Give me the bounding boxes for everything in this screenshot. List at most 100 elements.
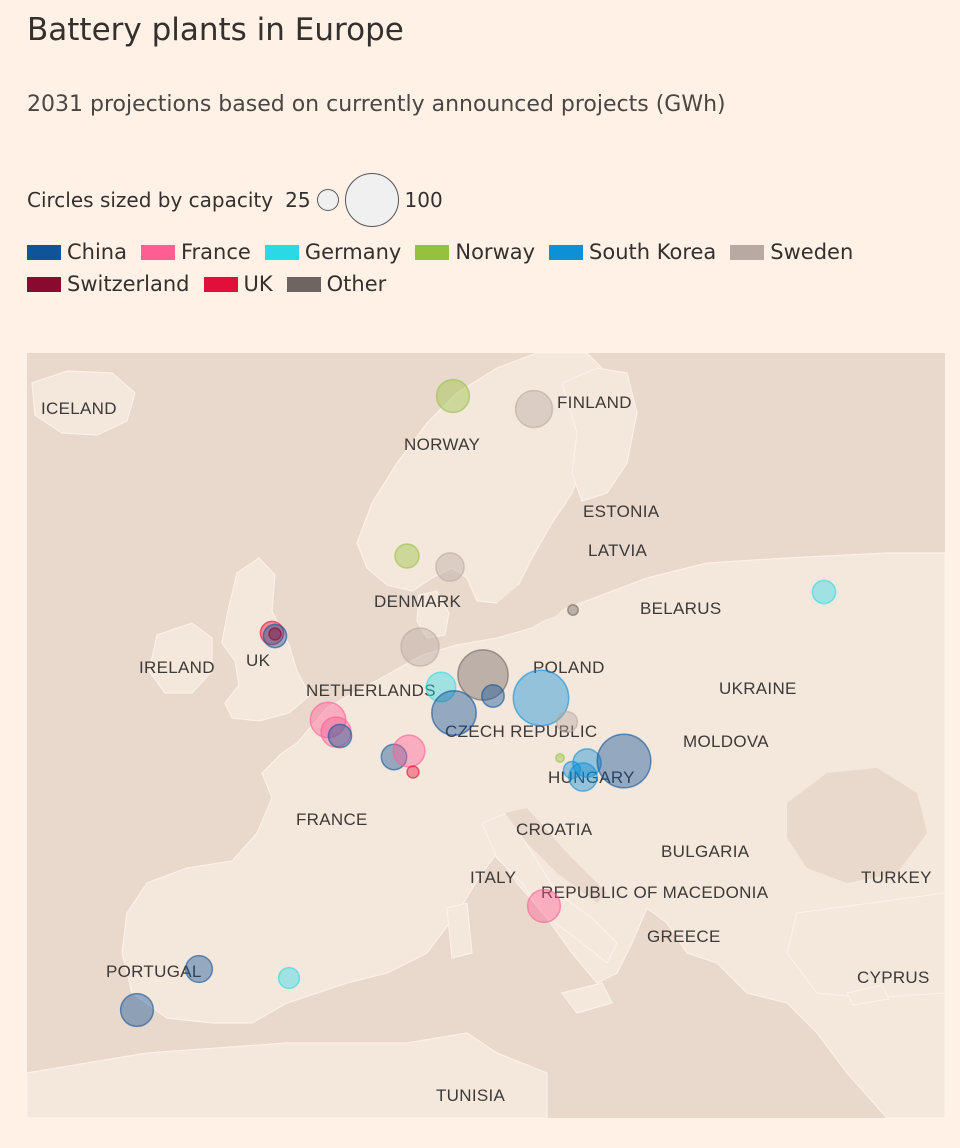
country-label-estonia: ESTONIA	[583, 502, 660, 521]
country-label-tunisia: TUNISIA	[436, 1086, 506, 1105]
country-label-czech-republic: CZECH REPUBLIC	[445, 722, 598, 741]
legend-label-china: China	[67, 240, 127, 264]
plant-bubble-sweden[interactable]	[435, 552, 465, 582]
legend-swatch-other	[286, 276, 321, 292]
plant-bubble-south-korea[interactable]	[568, 762, 598, 792]
plant-bubble-other[interactable]	[567, 604, 579, 616]
plant-bubble-south-korea[interactable]	[562, 760, 582, 780]
plant-bubble-sweden[interactable]	[555, 710, 579, 734]
country-label-italy: ITALY	[470, 868, 516, 887]
map-canvas: ICELAND FINLAND NORWAY ESTONIA LATVIA DENMARK…	[27, 353, 945, 1118]
landmass-sardinia	[446, 902, 473, 959]
landmass-north-africa	[27, 1032, 548, 1118]
legend-item-uk: UK	[203, 268, 273, 300]
plant-bubble-china[interactable]	[262, 623, 288, 649]
country-label-norway: NORWAY	[404, 435, 480, 454]
legend-label-germany: Germany	[304, 240, 402, 264]
legend-item-south-korea: South Korea	[549, 236, 716, 268]
country-label-latvia: LATVIA	[588, 541, 647, 560]
landmass-italy	[481, 812, 618, 964]
landmass-finland	[561, 367, 638, 502]
landmass-cyprus	[846, 984, 890, 1006]
legend-swatch-norway	[415, 244, 450, 260]
size-legend-small-circle-icon	[316, 189, 339, 211]
country-label-ireland: IRELAND	[139, 658, 215, 677]
country-label-netherlands: NETHERLANDS	[306, 681, 436, 700]
plant-bubble-china[interactable]	[327, 723, 353, 749]
water-adriatic-sea	[505, 808, 607, 903]
legend-label-uk: UK	[243, 272, 273, 296]
plant-bubbles	[119, 378, 837, 1028]
country-label-uk: UK	[246, 651, 271, 670]
plant-bubble-france[interactable]	[392, 734, 426, 768]
legend-swatch-sweden	[730, 244, 765, 260]
color-legend: China France Germany Norway South Korea …	[27, 236, 927, 300]
landmass-great-britain	[221, 557, 311, 722]
legend-label-other: Other	[326, 272, 387, 296]
plant-bubble-china[interactable]	[481, 684, 505, 708]
legend-label-sweden: Sweden	[770, 240, 854, 264]
country-label-croatia: CROATIA	[516, 820, 593, 839]
size-legend: Circles sized by capacity 25 100	[27, 172, 443, 228]
plant-bubble-france[interactable]	[526, 888, 562, 924]
landmass-ireland	[148, 622, 213, 694]
country-label-cyprus: CYPRUS	[857, 968, 930, 987]
legend-label-south-korea: South Korea	[589, 240, 717, 264]
country-label-greece: GREECE	[647, 927, 721, 946]
water-baltic-sea	[497, 503, 602, 628]
legend-swatch-germany	[264, 244, 299, 260]
landmass-sicily	[560, 982, 613, 1014]
page-subtitle: 2031 projections based on currently anno…	[27, 92, 726, 117]
water-black-sea	[787, 768, 927, 883]
country-label-turkey: TURKEY	[861, 868, 932, 887]
country-label-denmark: DENMARK	[374, 592, 461, 611]
legend-item-sweden: Sweden	[730, 236, 853, 268]
legend-item-norway: Norway	[415, 236, 535, 268]
landmass-denmark	[416, 590, 450, 639]
legend-swatch-uk	[203, 276, 238, 292]
country-labels: ICELAND FINLAND NORWAY ESTONIA LATVIA DENMARK…	[41, 393, 932, 1105]
plant-bubble-switzerland[interactable]	[268, 627, 282, 641]
plant-bubble-uk[interactable]	[406, 765, 420, 779]
country-label-france: FRANCE	[296, 810, 368, 829]
plant-bubble-south-korea[interactable]	[512, 669, 570, 727]
legend-item-france: France	[141, 236, 251, 268]
country-label-portugal: PORTUGAL	[106, 962, 202, 981]
legend-swatch-china	[27, 244, 61, 260]
plant-bubble-sweden[interactable]	[514, 389, 554, 429]
country-label-finland: FINLAND	[557, 393, 632, 412]
country-label-bulgaria: BULGARIA	[661, 842, 750, 861]
plant-bubble-china[interactable]	[431, 690, 477, 736]
legend-swatch-france	[141, 244, 175, 260]
europe-map: ICELAND FINLAND NORWAY ESTONIA LATVIA DENMARK…	[27, 353, 945, 1118]
plant-bubble-norway[interactable]	[555, 753, 565, 763]
legend-item-germany: Germany	[264, 236, 402, 268]
legend-label-france: France	[181, 240, 251, 264]
landmass-iceland	[31, 370, 136, 436]
plant-bubble-germany[interactable]	[425, 671, 457, 703]
plant-bubble-china[interactable]	[184, 954, 214, 984]
plant-bubble-germany[interactable]	[811, 579, 837, 605]
page-title: Battery plants in Europe	[27, 12, 404, 48]
legend-item-switzerland: Switzerland	[27, 268, 190, 300]
size-legend-label: Circles sized by capacity	[27, 188, 274, 212]
size-legend-small-value: 25	[285, 188, 311, 212]
plant-bubble-norway[interactable]	[435, 378, 471, 414]
country-label-ukraine: UKRAINE	[719, 679, 797, 698]
legend-label-norway: Norway	[455, 240, 536, 264]
plant-bubble-china[interactable]	[119, 992, 155, 1028]
size-legend-large-circle-icon	[344, 173, 399, 227]
country-label-belarus: BELARUS	[640, 599, 721, 618]
legend-label-switzerland: Switzerland	[67, 272, 190, 296]
plant-bubble-sweden[interactable]	[400, 627, 440, 667]
legend-swatch-switzerland	[27, 276, 61, 292]
size-legend-large-value: 100	[404, 188, 443, 212]
plant-bubble-germany[interactable]	[277, 966, 301, 990]
country-label-moldova: MOLDOVA	[683, 732, 769, 751]
plant-bubble-china[interactable]	[596, 733, 652, 789]
legend-swatch-south-korea	[549, 244, 584, 260]
country-label-iceland: ICELAND	[41, 399, 117, 418]
plant-bubble-norway[interactable]	[394, 543, 420, 569]
landmass-scandinavia	[356, 353, 608, 604]
land-masses	[27, 353, 945, 1118]
